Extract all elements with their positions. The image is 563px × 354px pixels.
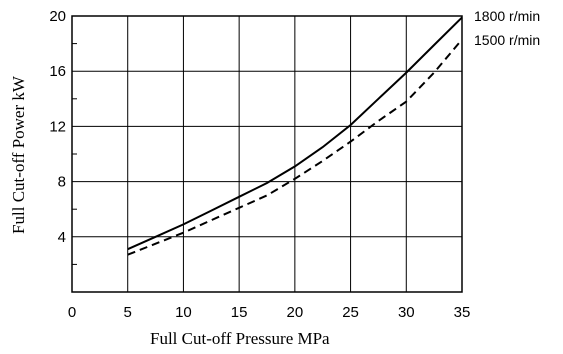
- y-tick-label: 8: [58, 174, 66, 191]
- x-tick-label: 35: [454, 304, 471, 321]
- x-tick-label: 25: [342, 304, 359, 321]
- series-lines: [127, 16, 463, 256]
- grid: [72, 16, 462, 292]
- series-line-1800-r-min: [127, 16, 463, 251]
- axes: [71, 15, 463, 293]
- tick-labels: 0 5 10 15 20 25 30 35 4 8 12 16 20: [49, 8, 470, 321]
- plot-frame: [71, 15, 463, 293]
- y-tick-label: 16: [49, 63, 66, 80]
- series-line-1500-r-min: [127, 38, 463, 256]
- legend-label: 1500 r/min: [474, 32, 540, 48]
- y-axis-label: Full Cut-off Power kW: [9, 75, 28, 234]
- x-tick-label: 5: [124, 304, 132, 321]
- y-tick-label: 12: [49, 118, 66, 135]
- x-tick-label: 30: [398, 304, 415, 321]
- legend: 1800 r/min 1500 r/min: [474, 8, 540, 48]
- x-axis-label: Full Cut-off Pressure MPa: [150, 329, 330, 348]
- x-tick-label: 15: [231, 304, 248, 321]
- legend-label: 1800 r/min: [474, 8, 540, 24]
- x-tick-label: 10: [175, 304, 192, 321]
- x-tick-label: 20: [287, 304, 304, 321]
- y-tick-label: 4: [58, 229, 66, 246]
- x-tick-label: 0: [68, 304, 76, 321]
- y-tick-label: 20: [49, 8, 66, 25]
